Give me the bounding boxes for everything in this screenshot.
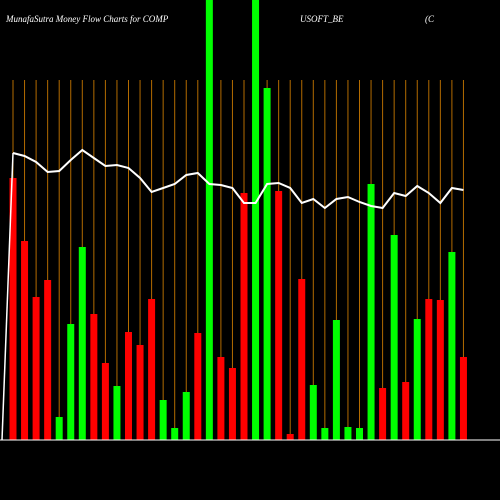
bar xyxy=(78,247,86,440)
bar xyxy=(275,191,283,440)
bar xyxy=(101,363,109,440)
bar xyxy=(367,184,375,440)
bar xyxy=(113,386,121,440)
bar xyxy=(148,299,156,440)
bar xyxy=(390,235,398,440)
bar xyxy=(228,368,236,440)
bar xyxy=(44,280,52,440)
bar xyxy=(356,428,363,440)
bar xyxy=(286,434,294,440)
bar xyxy=(298,279,306,440)
bar xyxy=(182,392,190,440)
bar xyxy=(171,428,179,440)
bar xyxy=(321,428,329,440)
bar xyxy=(309,385,317,440)
bar xyxy=(240,193,248,440)
bar xyxy=(436,300,444,440)
bar xyxy=(90,314,98,440)
bar xyxy=(217,357,225,440)
bar xyxy=(194,333,202,440)
bar xyxy=(159,400,167,440)
bar xyxy=(263,88,271,440)
money-flow-line xyxy=(12,148,464,210)
bar xyxy=(125,332,132,440)
bar xyxy=(136,345,144,440)
bar xyxy=(448,252,456,440)
bar xyxy=(67,324,75,440)
bar xyxy=(32,297,40,440)
bar xyxy=(21,241,29,440)
bar xyxy=(459,357,467,440)
bar xyxy=(205,0,213,440)
bar xyxy=(413,319,421,440)
bar xyxy=(252,0,260,440)
line-lead xyxy=(1,152,14,441)
bar xyxy=(402,382,410,440)
chart-title: USOFT_BE xyxy=(300,14,344,24)
bar xyxy=(55,417,63,440)
chart-title: (C xyxy=(425,14,435,24)
bar xyxy=(344,427,352,440)
bar xyxy=(9,178,17,440)
bar xyxy=(332,320,340,440)
chart-title: MunafaSutra Money Flow Charts for COMP xyxy=(5,14,169,24)
bar xyxy=(379,388,387,440)
bar xyxy=(425,299,433,440)
